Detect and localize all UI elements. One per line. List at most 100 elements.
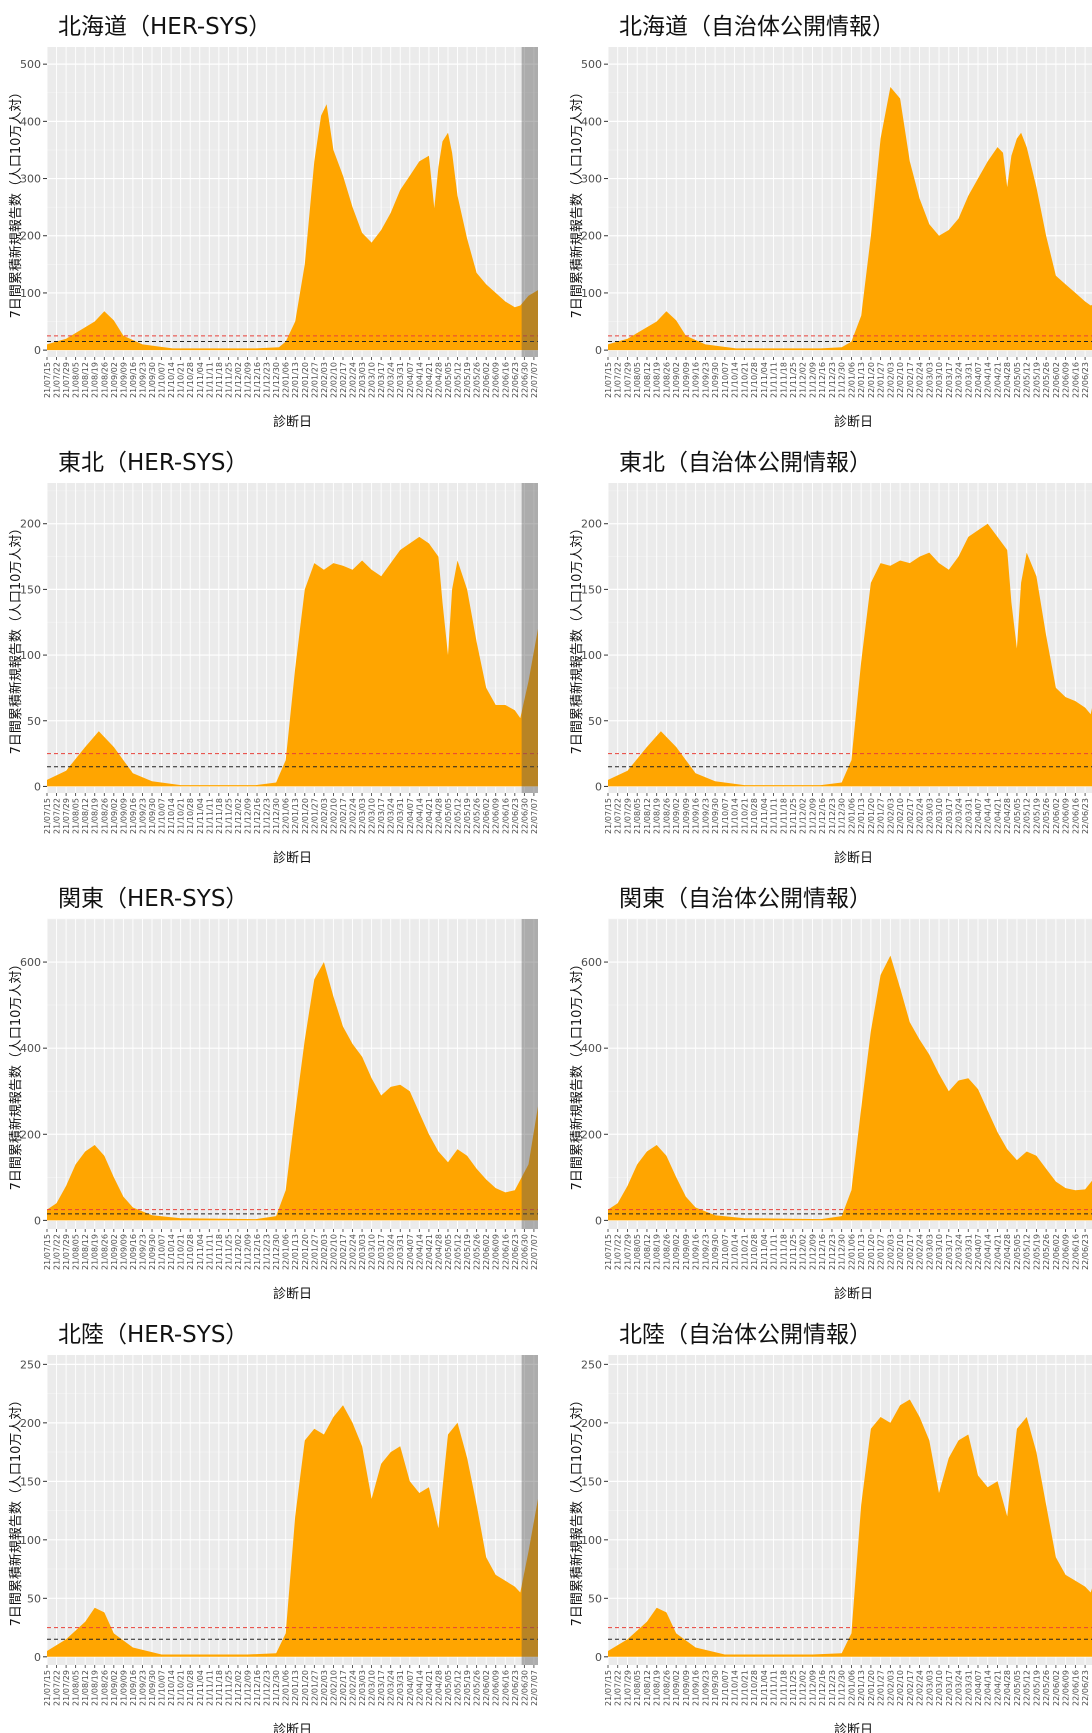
- x-tick-label: 22/04/07: [406, 362, 415, 398]
- x-tick-label: 22/03/10: [368, 362, 377, 398]
- x-tick-label: 21/09/02: [672, 1234, 681, 1270]
- x-tick-label: 22/01/27: [310, 1234, 319, 1270]
- x-tick-label: 22/02/24: [916, 1234, 925, 1270]
- x-tick-label: 22/05/19: [1032, 362, 1041, 398]
- x-tick-label: 22/03/10: [368, 1670, 377, 1706]
- x-tick-label: 22/03/17: [945, 1234, 954, 1270]
- x-tick-label: 21/11/04: [196, 1234, 205, 1270]
- x-tick-label: 21/10/21: [740, 798, 749, 834]
- y-tick-label: 200: [20, 1128, 41, 1141]
- x-tick-label: 22/03/24: [955, 798, 964, 834]
- x-tick-label: 21/07/22: [614, 798, 623, 834]
- x-tick-label: 21/12/23: [263, 362, 272, 398]
- x-tick-label: 21/09/23: [701, 1234, 710, 1270]
- x-tick-label: 22/02/10: [329, 1234, 338, 1270]
- x-tick-label: 21/10/28: [186, 362, 195, 398]
- x-tick-label: 21/09/30: [148, 798, 157, 834]
- y-tick-label: 50: [27, 1592, 41, 1605]
- x-tick-label: 22/06/23: [511, 798, 520, 834]
- x-tick-label: 22/04/07: [974, 1670, 983, 1706]
- x-tick-label: 21/07/29: [623, 798, 632, 834]
- x-tick-label: 21/10/07: [721, 362, 730, 398]
- x-tick-label: 22/04/14: [415, 362, 424, 398]
- x-tick-label: 22/02/17: [906, 1234, 915, 1270]
- x-tick-label: 21/08/19: [91, 798, 100, 834]
- x-tick-label: 21/11/04: [760, 1670, 769, 1706]
- x-tick-label: 21/08/26: [100, 798, 109, 834]
- x-tick-label: 21/09/30: [711, 362, 720, 398]
- x-tick-label: 21/09/16: [692, 362, 701, 398]
- x-tick-label: 22/03/17: [945, 798, 954, 834]
- x-tick-label: 22/03/10: [368, 1234, 377, 1270]
- x-tick-label: 21/11/18: [215, 1234, 224, 1270]
- x-tick-label: 21/09/02: [672, 362, 681, 398]
- x-tick-label: 21/07/15: [604, 798, 613, 834]
- y-tick-label: 50: [27, 715, 41, 728]
- x-tick-label: 22/04/14: [984, 1234, 993, 1270]
- x-tick-label: 22/01/06: [282, 1670, 291, 1706]
- x-tick-label: 22/05/19: [463, 1670, 472, 1706]
- x-tick-label: 21/12/30: [838, 798, 847, 834]
- x-tick-label: 21/09/02: [672, 1670, 681, 1706]
- x-tick-label: 22/04/28: [434, 1670, 443, 1706]
- x-tick-label: 21/11/11: [205, 362, 214, 398]
- x-tick-label: 22/06/16: [1071, 1670, 1080, 1706]
- y-tick-label: 400: [581, 115, 602, 128]
- x-tick-label: 22/05/05: [1013, 798, 1022, 834]
- x-tick-label: 22/02/24: [916, 362, 925, 398]
- x-tick-label: 21/11/11: [770, 798, 779, 834]
- y-tick-label: 500: [20, 58, 41, 71]
- x-tick-label: 22/04/21: [425, 362, 434, 398]
- x-tick-label: 22/01/20: [867, 798, 876, 834]
- x-tick-label: 21/12/30: [272, 798, 281, 834]
- x-tick-label: 22/03/17: [377, 1670, 386, 1706]
- x-tick-label: 21/12/16: [253, 798, 262, 834]
- x-tick-label: 21/12/02: [799, 1670, 808, 1706]
- x-tick-label: 22/06/30: [1091, 362, 1092, 398]
- y-axis-label: 7日間累積新規報告数（人口10万人対）: [569, 86, 585, 319]
- y-axis-label: 7日間累積新規報告数（人口10万人対）: [8, 522, 24, 755]
- x-tick-label: 22/04/21: [425, 798, 434, 834]
- x-tick-label: 22/05/05: [1013, 1234, 1022, 1270]
- x-tick-label: 21/12/02: [234, 362, 243, 398]
- x-tick-label: 22/01/27: [877, 1670, 886, 1706]
- x-tick-label: 21/10/28: [186, 1234, 195, 1270]
- x-tick-label: 22/04/07: [974, 1234, 983, 1270]
- x-tick-label: 21/08/05: [72, 362, 81, 398]
- x-tick-label: 22/06/02: [1052, 798, 1061, 834]
- x-tick-label: 21/12/16: [818, 1670, 827, 1706]
- x-tick-label: 21/09/16: [129, 1670, 138, 1706]
- x-tick-label: 21/08/12: [81, 798, 90, 834]
- x-tick-label: 22/07/07: [530, 362, 539, 398]
- x-tick-label: 21/12/09: [808, 1670, 817, 1706]
- x-tick-label: 21/11/25: [789, 362, 798, 398]
- x-tick-label: 22/05/05: [1013, 362, 1022, 398]
- x-tick-label: 22/05/26: [473, 1234, 482, 1270]
- x-tick-label: 21/11/25: [224, 1670, 233, 1706]
- x-tick-label: 22/04/21: [425, 1234, 434, 1270]
- y-axis-label: 7日間累積新規報告数（人口10万人対）: [8, 86, 24, 319]
- x-tick-label: 22/06/23: [511, 362, 520, 398]
- x-tick-label: 21/12/30: [838, 362, 847, 398]
- x-tick-label: 22/06/23: [511, 1670, 520, 1706]
- y-tick-label: 200: [20, 518, 41, 531]
- x-tick-label: 21/07/15: [43, 1670, 52, 1706]
- x-tick-label: 21/10/21: [177, 1670, 186, 1706]
- x-tick-label: 21/10/14: [731, 1234, 740, 1270]
- x-tick-label: 21/10/28: [750, 1234, 759, 1270]
- case-area: [47, 104, 538, 351]
- x-tick-label: 21/11/04: [760, 1234, 769, 1270]
- x-tick-label: 22/01/27: [310, 798, 319, 834]
- x-tick-label: 21/08/12: [643, 1234, 652, 1270]
- x-tick-label: 21/09/16: [129, 1234, 138, 1270]
- x-tick-label: 22/04/28: [1003, 362, 1012, 398]
- x-tick-label: 21/12/23: [828, 362, 837, 398]
- x-tick-label: 22/03/17: [945, 362, 954, 398]
- x-tick-label: 21/09/09: [119, 1670, 128, 1706]
- x-tick-label: 21/11/11: [205, 1670, 214, 1706]
- x-tick-label: 22/04/21: [993, 1234, 1002, 1270]
